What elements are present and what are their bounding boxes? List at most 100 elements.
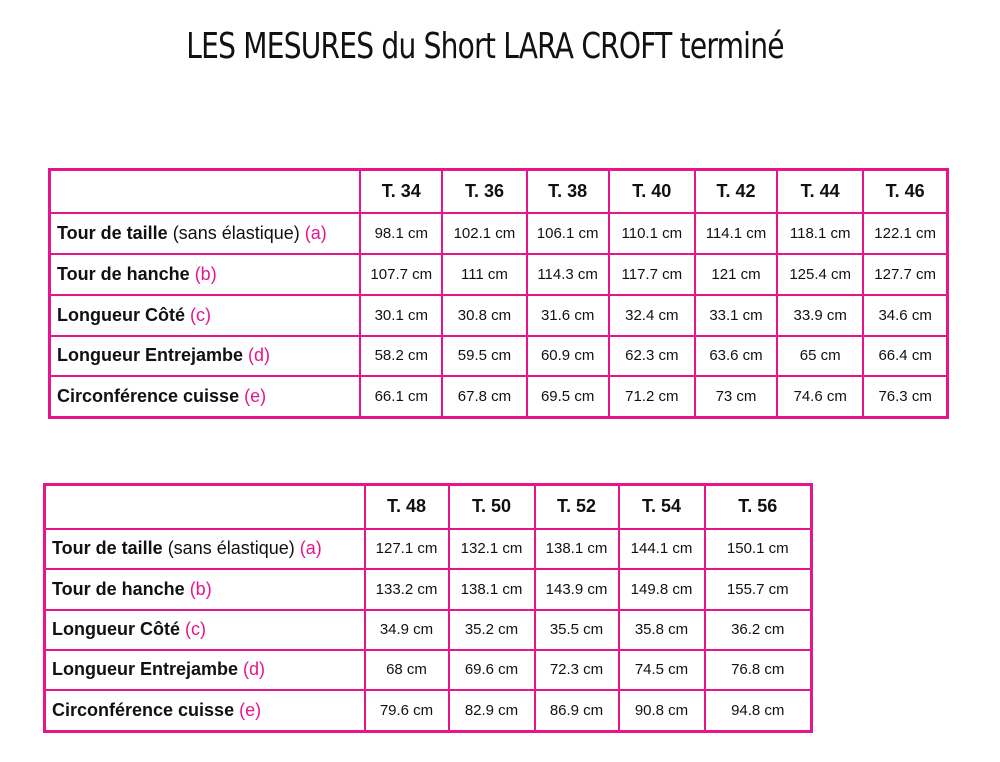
value-cell: 69.5 cm [525, 374, 610, 419]
value-cell: 125.4 cm [776, 252, 865, 296]
value-cell: 65 cm [776, 334, 865, 377]
empty-corner-cell [48, 168, 362, 214]
measure-name: Tour de taille [57, 222, 168, 243]
value-cell: 143.9 cm [533, 567, 620, 611]
value-cell: 107.7 cm [359, 252, 444, 296]
value-cell: 36.2 cm [703, 608, 813, 651]
value-cell: 72.3 cm [533, 648, 620, 691]
value-cell: 34.6 cm [862, 293, 949, 337]
header-row: T. 48 T. 50 T. 52 T. 54 T. 56 [43, 483, 813, 530]
value-cell: 71.2 cm [607, 374, 696, 419]
value-cell: 76.8 cm [703, 648, 813, 691]
value-cell: 30.1 cm [359, 293, 444, 337]
value-cell: 35.8 cm [617, 608, 706, 651]
row-label: Longueur Entrejambe (d) [43, 648, 366, 691]
table-row: Tour de hanche (b) 107.7 cm 111 cm 114.3… [48, 252, 949, 296]
measure-name: Tour de hanche [57, 263, 190, 284]
header-row: T. 34 T. 36 T. 38 T. 40 T. 42 T. 44 T. 4… [48, 168, 949, 214]
value-cell: 132.1 cm [447, 527, 536, 570]
measure-letter: (e) [239, 385, 267, 406]
measure-letter: (d) [243, 345, 271, 365]
value-cell: 94.8 cm [703, 688, 813, 733]
value-cell: 144.1 cm [617, 527, 706, 570]
value-cell: 121 cm [693, 252, 779, 296]
table-row: Circonférence cuisse (e) 79.6 cm 82.9 cm… [43, 688, 813, 733]
value-cell: 31.6 cm [525, 293, 610, 337]
table-row: Longueur Côté (c) 30.1 cm 30.8 cm 31.6 c… [48, 293, 949, 337]
value-cell: 110.1 cm [607, 211, 696, 255]
size-header: T. 42 [693, 168, 779, 214]
measure-letter: (c) [180, 619, 206, 639]
value-cell: 117.7 cm [607, 252, 696, 296]
value-cell: 33.9 cm [776, 293, 865, 337]
value-cell: 30.8 cm [441, 293, 528, 337]
value-cell: 35.2 cm [447, 608, 536, 651]
size-header: T. 48 [363, 483, 450, 530]
value-cell: 86.9 cm [533, 688, 620, 733]
measure-note: (sans élastique) [162, 538, 295, 558]
row-label: Longueur Côté (c) [43, 608, 366, 651]
measure-name: Tour de taille [52, 538, 163, 558]
value-cell: 114.3 cm [525, 252, 610, 296]
value-cell: 149.8 cm [617, 567, 706, 611]
value-cell: 114.1 cm [693, 211, 779, 255]
table-row: Tour de taille (sans élastique) (a) 127.… [43, 527, 813, 570]
row-label: Longueur Côté (c) [48, 293, 362, 337]
measure-name: Circonférence cuisse [52, 699, 235, 720]
value-cell: 32.4 cm [607, 293, 696, 337]
value-cell: 62.3 cm [607, 334, 696, 377]
measure-letter: (a) [299, 222, 327, 243]
value-cell: 102.1 cm [441, 211, 528, 255]
value-cell: 98.1 cm [359, 211, 444, 255]
value-cell: 59.5 cm [441, 334, 528, 377]
value-cell: 138.1 cm [533, 527, 620, 570]
value-cell: 33.1 cm [693, 293, 779, 337]
value-cell: 66.4 cm [862, 334, 949, 377]
measure-name: Longueur Entrejambe [57, 345, 244, 365]
measure-letter: (e) [234, 699, 262, 720]
value-cell: 74.5 cm [617, 648, 706, 691]
value-cell: 63.6 cm [693, 334, 779, 377]
measure-name: Longueur Entrejambe [52, 659, 239, 679]
value-cell: 67.8 cm [441, 374, 528, 419]
value-cell: 127.1 cm [363, 527, 450, 570]
value-cell: 90.8 cm [617, 688, 706, 733]
measure-letter: (c) [185, 304, 211, 325]
value-cell: 133.2 cm [363, 567, 450, 611]
page-title: LES MESURES du Short LARA CROFT terminé [186, 26, 784, 67]
value-cell: 127.7 cm [862, 252, 949, 296]
value-cell: 106.1 cm [525, 211, 610, 255]
measure-letter: (a) [294, 538, 322, 558]
value-cell: 69.6 cm [447, 648, 536, 691]
value-cell: 111 cm [441, 252, 528, 296]
measure-name: Circonférence cuisse [57, 385, 240, 406]
row-label: Circonférence cuisse (e) [48, 374, 362, 419]
measure-name: Longueur Côté [57, 304, 185, 325]
measure-note: (sans élastique) [167, 222, 300, 243]
size-header: T. 56 [703, 483, 813, 530]
value-cell: 68 cm [363, 648, 450, 691]
size-header: T. 50 [447, 483, 536, 530]
size-header: T. 36 [441, 168, 528, 214]
measure-name: Longueur Côté [52, 619, 180, 639]
measure-letter: (b) [184, 578, 212, 599]
row-label: Tour de taille (sans élastique) (a) [48, 211, 362, 255]
row-label: Longueur Entrejambe (d) [48, 334, 362, 377]
measure-name: Tour de hanche [52, 578, 185, 599]
value-cell: 82.9 cm [447, 688, 536, 733]
row-label: Tour de hanche (b) [43, 567, 366, 611]
value-cell: 118.1 cm [776, 211, 865, 255]
table-row: Circonférence cuisse (e) 66.1 cm 67.8 cm… [48, 374, 949, 419]
measurements-table-large-sizes: T. 48 T. 50 T. 52 T. 54 T. 56 Tour de ta… [43, 483, 813, 733]
table-row: Longueur Côté (c) 34.9 cm 35.2 cm 35.5 c… [43, 608, 813, 651]
value-cell: 66.1 cm [359, 374, 444, 419]
size-header: T. 44 [776, 168, 865, 214]
size-header: T. 38 [525, 168, 610, 214]
row-label: Tour de taille (sans élastique) (a) [43, 527, 366, 570]
value-cell: 79.6 cm [363, 688, 450, 733]
measurements-table-small-sizes: T. 34 T. 36 T. 38 T. 40 T. 42 T. 44 T. 4… [48, 168, 949, 419]
measure-letter: (b) [189, 263, 217, 284]
value-cell: 122.1 cm [862, 211, 949, 255]
value-cell: 34.9 cm [363, 608, 450, 651]
value-cell: 58.2 cm [359, 334, 444, 377]
